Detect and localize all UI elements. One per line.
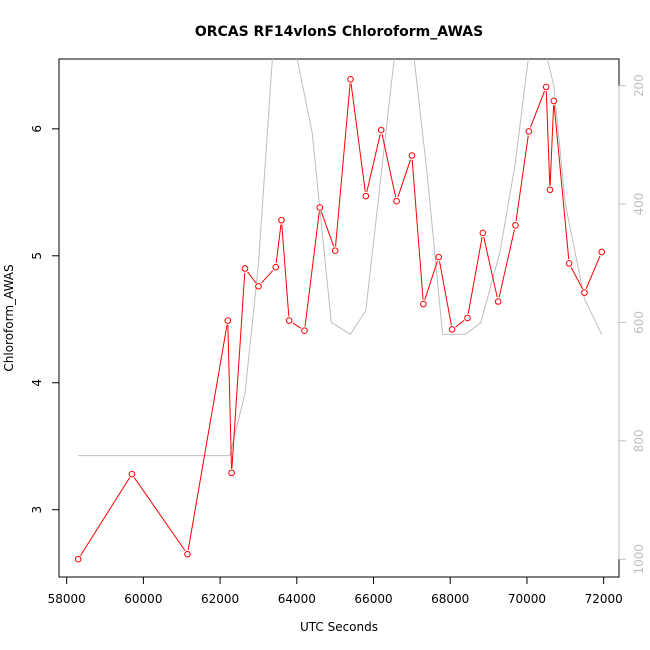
data-point: [184, 550, 191, 558]
data-point: [128, 470, 136, 478]
data-point: [479, 229, 487, 237]
series-segment: [411, 159, 424, 300]
data-point: [241, 265, 249, 272]
right-tick-label: 600: [632, 311, 646, 334]
x-axis-label: UTC Seconds: [300, 620, 378, 634]
series-segment: [281, 224, 290, 317]
data-point: [331, 247, 339, 255]
data-point: [542, 83, 550, 91]
series-segment: [187, 324, 228, 550]
series-segment: [397, 159, 411, 198]
data-point: [347, 76, 354, 83]
data-point: [464, 314, 471, 322]
series-segment: [515, 135, 529, 222]
data-point: [316, 204, 324, 211]
right-tick-label: 1000: [632, 544, 646, 575]
data-point: [435, 253, 443, 261]
series-segment: [545, 91, 551, 186]
x-tick-label: 68000: [431, 592, 469, 606]
series-segment: [366, 134, 381, 193]
series-segment: [247, 271, 257, 284]
y-tick-label: 5: [30, 252, 44, 260]
data-point: [362, 192, 370, 200]
y-tick-label: 3: [30, 506, 44, 514]
right-tick-label: 200: [632, 74, 646, 97]
data-point: [420, 300, 427, 308]
y-axis-label: Chloroform_AWAS: [2, 264, 16, 371]
data-point: [301, 327, 308, 334]
x-axis: 58000 60000 62000 64000 66000 68000 70000 72000: [48, 576, 623, 606]
series-segment: [275, 224, 282, 264]
x-tick-label: 62000: [201, 592, 239, 606]
data-point: [272, 263, 280, 271]
data-point: [546, 186, 554, 194]
series-segment: [133, 477, 186, 551]
data-point: [393, 197, 400, 205]
x-tick-label: 58000: [48, 592, 86, 606]
data-point: [224, 317, 232, 324]
data-point: [74, 555, 82, 563]
series-segment: [320, 211, 335, 247]
x-tick-label: 64000: [278, 592, 316, 606]
series-segment: [80, 477, 131, 556]
data-point: [581, 289, 588, 296]
data-point: [278, 216, 285, 224]
series-segment: [483, 237, 498, 298]
series-segment: [570, 266, 583, 290]
data-point: [285, 317, 293, 324]
series-segment: [304, 211, 320, 327]
data-point: [512, 222, 519, 229]
series-segment: [439, 261, 452, 326]
y-axis: 3 4 5 6: [30, 125, 60, 514]
series-segment: [424, 260, 438, 301]
data-point: [408, 152, 416, 159]
series-segment: [260, 270, 274, 284]
x-tick-label: 72000: [585, 592, 623, 606]
series-segment: [292, 322, 302, 329]
data-point: [377, 126, 385, 134]
series-segment: [549, 105, 555, 186]
data-point: [550, 97, 558, 105]
series-segment: [553, 105, 570, 260]
chart-title: ORCAS RF14vlonS Chloroform_AWAS: [195, 24, 483, 40]
series-segment: [585, 255, 601, 289]
y-tick-label: 4: [30, 379, 44, 387]
data-point: [565, 260, 573, 267]
secondary-series-line: [78, 59, 603, 457]
primary-series-layer: [74, 76, 606, 563]
y-tick-label: 6: [30, 125, 44, 133]
plot-frame: [58, 58, 620, 578]
data-point: [228, 469, 235, 477]
data-point: [255, 282, 262, 290]
data-point: [494, 298, 502, 305]
series-segment: [335, 83, 351, 247]
x-tick-label: 60000: [124, 592, 162, 606]
series-segment: [455, 320, 465, 328]
secondary-series-layer: [78, 59, 603, 457]
series-segment: [231, 272, 246, 469]
series-segment: [529, 90, 546, 128]
right-axis: 200 400 600 800 1000: [618, 74, 646, 575]
series-segment: [350, 83, 366, 192]
x-tick-label: 70000: [508, 592, 546, 606]
series-segment: [227, 324, 232, 469]
series-segment: [467, 237, 483, 314]
series-segment: [381, 134, 397, 198]
data-point: [525, 128, 533, 135]
data-point: [448, 326, 456, 333]
x-tick-label: 66000: [354, 592, 392, 606]
data-point: [598, 248, 606, 256]
series-segment: [498, 229, 515, 298]
right-tick-label: 800: [632, 429, 646, 452]
right-tick-label: 400: [632, 193, 646, 216]
